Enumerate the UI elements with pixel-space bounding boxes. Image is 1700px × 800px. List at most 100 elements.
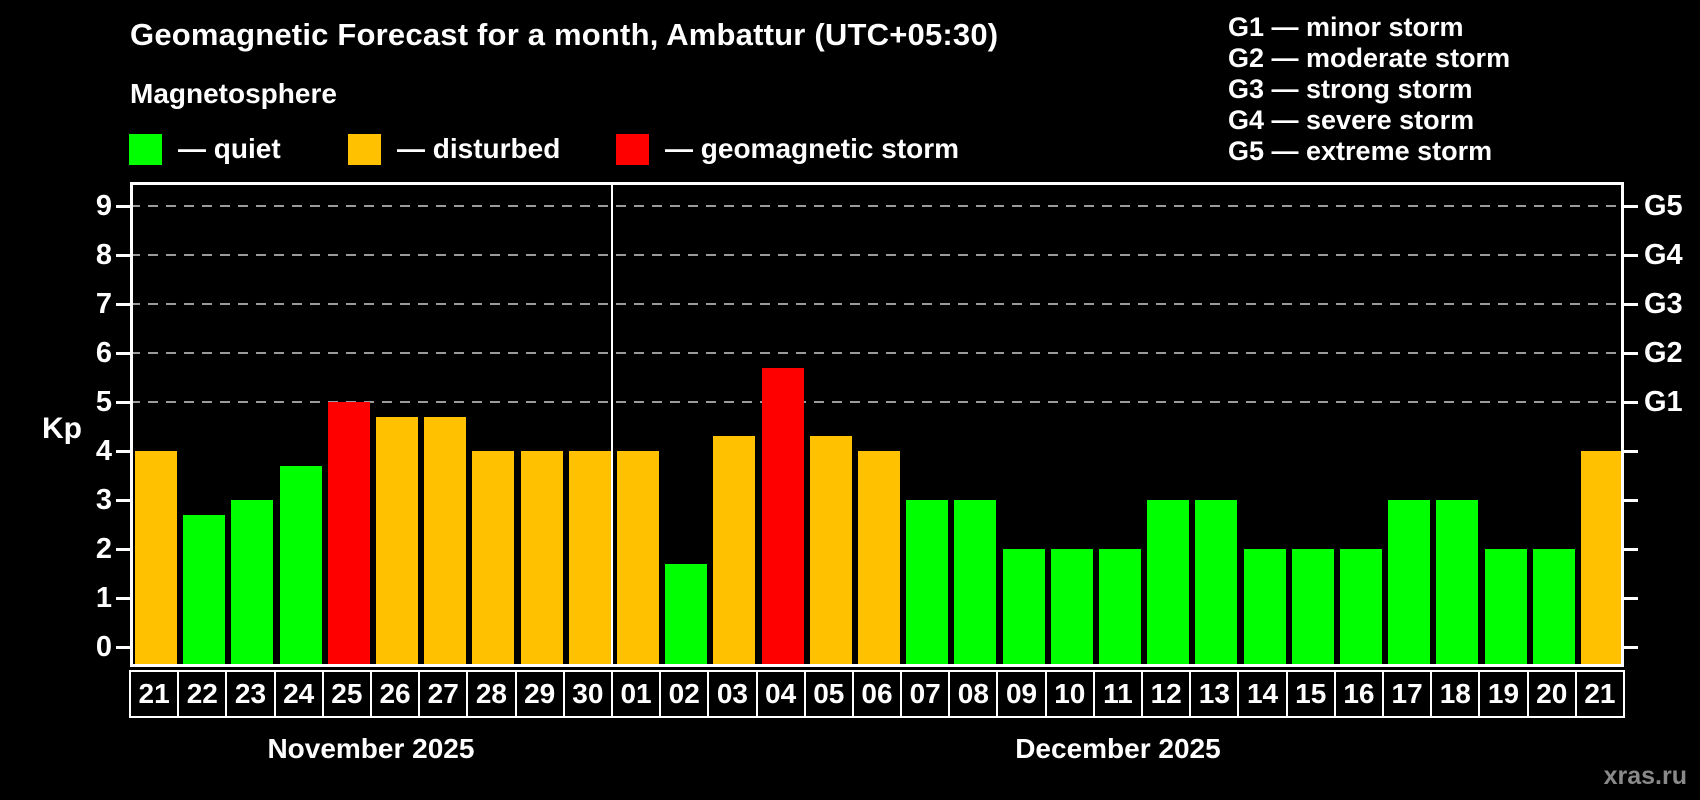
legend-swatch-storm <box>616 133 649 165</box>
subtitle-magnetosphere: Magnetosphere <box>130 78 337 109</box>
y-tick-left-4 <box>116 450 130 453</box>
bar-december-13 <box>1195 500 1238 664</box>
day-cell-december-21: 21 <box>1574 670 1625 718</box>
y-tick-label-3: 3 <box>95 484 112 516</box>
gridline-kp8 <box>130 254 1624 256</box>
bar-november-27 <box>424 416 467 664</box>
gridline-kp9 <box>130 205 1624 207</box>
bar-november-22 <box>183 514 226 664</box>
bar-november-28 <box>472 451 515 664</box>
y-tick-right-3 <box>1624 499 1638 502</box>
y-tick-label-7: 7 <box>95 288 112 320</box>
y-tick-left-2 <box>116 548 130 551</box>
bar-december-06 <box>858 451 900 664</box>
gridline-kp5 <box>130 401 1624 403</box>
month-label-november: November 2025 <box>267 733 475 764</box>
y-tick-right-5 <box>1624 401 1638 404</box>
watermark-link[interactable]: xras.ru <box>1603 762 1687 790</box>
y-tick-label-0: 0 <box>95 631 112 663</box>
y-tick-right-7 <box>1624 303 1638 306</box>
bar-december-18 <box>1436 500 1479 664</box>
day-cell-november-30: 30 <box>562 670 613 718</box>
day-cell-december-06: 06 <box>851 670 903 718</box>
y-tick-right-1 <box>1624 597 1638 600</box>
bar-december-01 <box>617 451 660 664</box>
day-cell-december-15: 15 <box>1285 670 1336 718</box>
storm-scale-legend: G1 — minor storm G2 — moderate storm G3 — … <box>1228 12 1510 167</box>
day-cell-november-24: 24 <box>273 670 324 718</box>
bar-december-21 <box>1580 451 1623 664</box>
day-cell-december-14: 14 <box>1237 670 1288 718</box>
day-cell-december-13: 13 <box>1189 670 1240 718</box>
y-tick-left-0 <box>116 646 130 649</box>
day-cell-december-11: 11 <box>1092 670 1144 718</box>
legend-label-disturbed: — disturbed <box>397 133 561 164</box>
bar-december-03 <box>713 436 756 664</box>
y-tick-left-1 <box>116 597 130 600</box>
legend-item-storm: — geomagnetic storm <box>616 133 959 165</box>
gridline-kp6 <box>130 352 1624 354</box>
bar-november-21 <box>135 451 178 664</box>
day-cell-december-03: 03 <box>707 670 758 718</box>
right-axis-label-g1: G1 <box>1644 386 1683 418</box>
y-tick-left-8 <box>116 254 130 257</box>
y-axis-label: Kp <box>42 412 82 445</box>
month-label-december: December 2025 <box>1015 733 1221 764</box>
bar-december-17 <box>1388 500 1431 664</box>
right-axis-label-g3: G3 <box>1644 288 1683 320</box>
y-tick-label-8: 8 <box>95 239 112 271</box>
y-tick-left-7 <box>116 303 130 306</box>
day-cell-december-08: 08 <box>948 670 999 718</box>
storm-scale-line-g2: G2 — moderate storm <box>1228 43 1511 73</box>
bar-november-23 <box>231 500 274 664</box>
bar-december-08 <box>954 500 997 664</box>
day-cell-november-27: 27 <box>418 670 469 718</box>
bar-december-05 <box>809 436 852 664</box>
day-cell-november-29: 29 <box>514 670 565 718</box>
bar-december-09 <box>1002 549 1045 664</box>
day-cell-november-22: 22 <box>177 670 228 718</box>
day-cell-december-12: 12 <box>1141 670 1192 718</box>
y-tick-right-0 <box>1624 646 1638 649</box>
bar-november-24 <box>279 465 322 664</box>
bar-december-16 <box>1339 549 1382 664</box>
bar-november-25 <box>327 402 370 664</box>
legend-label-storm: — geomagnetic storm <box>665 133 960 164</box>
bar-november-26 <box>376 416 419 664</box>
bar-december-19 <box>1484 549 1527 664</box>
day-cell-december-17: 17 <box>1382 670 1433 718</box>
day-cell-december-07: 07 <box>900 670 951 718</box>
y-tick-label-4: 4 <box>95 435 112 467</box>
day-cell-november-26: 26 <box>369 670 421 718</box>
right-axis-label-g2: G2 <box>1644 337 1683 369</box>
day-cell-december-04: 04 <box>755 670 806 718</box>
day-cell-december-09: 09 <box>996 670 1047 718</box>
day-cell-december-18: 18 <box>1430 670 1481 718</box>
storm-scale-line-g1: G1 — minor storm <box>1228 12 1464 42</box>
bar-december-11 <box>1098 549 1141 664</box>
right-axis-label-g4: G4 <box>1644 239 1683 271</box>
legend-swatch-disturbed <box>348 133 381 165</box>
bar-december-15 <box>1291 549 1334 664</box>
bar-december-04 <box>761 367 804 664</box>
y-tick-label-9: 9 <box>95 190 112 222</box>
y-tick-label-2: 2 <box>95 533 112 565</box>
day-cell-november-25: 25 <box>321 670 372 718</box>
y-tick-label-5: 5 <box>95 386 112 418</box>
page-title: Geomagnetic Forecast for a month, Ambatt… <box>130 17 999 52</box>
day-cell-december-01: 01 <box>610 670 662 718</box>
right-axis-label-g5: G5 <box>1644 190 1683 222</box>
day-cell-november-28: 28 <box>466 670 517 718</box>
bar-november-30 <box>568 451 611 664</box>
storm-scale-line-g4: G4 — severe storm <box>1228 105 1475 135</box>
gridline-kp7 <box>130 303 1624 305</box>
month-divider <box>610 182 613 667</box>
y-tick-label-6: 6 <box>95 337 112 369</box>
legend-swatch-quiet <box>129 133 162 165</box>
day-cell-december-20: 20 <box>1526 670 1577 718</box>
y-tick-left-3 <box>116 499 130 502</box>
y-tick-right-8 <box>1624 254 1638 257</box>
bar-november-29 <box>520 451 563 664</box>
day-cell-november-21: 21 <box>129 670 180 718</box>
